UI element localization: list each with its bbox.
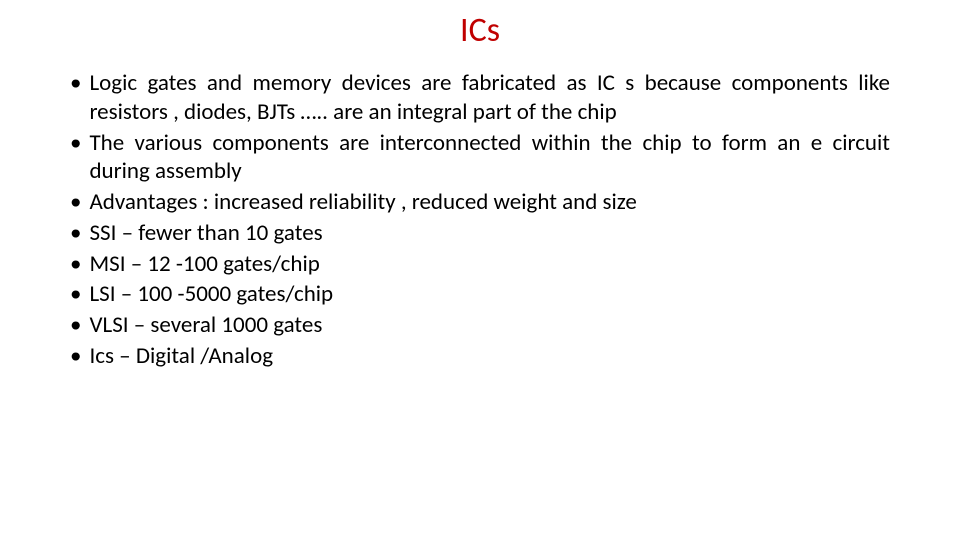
- bullet-marker: •: [70, 129, 81, 158]
- bullet-text: The various components are interconnecte…: [89, 129, 890, 187]
- bullet-marker: •: [70, 188, 81, 217]
- bullet-item: • Ics – Digital /Analog: [70, 342, 890, 371]
- bullet-item: • Advantages : increased reliability , r…: [70, 188, 890, 217]
- bullet-marker: •: [70, 311, 81, 340]
- bullet-marker: •: [70, 342, 81, 371]
- bullet-item: • SSI – fewer than 10 gates: [70, 219, 890, 248]
- slide-content: • Logic gates and memory devices are fab…: [70, 69, 890, 371]
- bullet-text: Advantages : increased reliability , red…: [89, 188, 890, 217]
- bullet-item: • VLSI – several 1000 gates: [70, 311, 890, 340]
- bullet-marker: •: [70, 280, 81, 309]
- bullet-marker: •: [70, 250, 81, 279]
- bullet-item: • LSI – 100 -5000 gates/chip: [70, 280, 890, 309]
- bullet-item: • The various components are interconnec…: [70, 129, 890, 187]
- bullet-text: Ics – Digital /Analog: [89, 342, 890, 371]
- bullet-item: • Logic gates and memory devices are fab…: [70, 69, 890, 127]
- bullet-marker: •: [70, 219, 81, 248]
- slide-title: ICs: [70, 10, 890, 51]
- bullet-text: VLSI – several 1000 gates: [89, 311, 890, 340]
- bullet-marker: •: [70, 69, 81, 98]
- bullet-item: • MSI – 12 -100 gates/chip: [70, 250, 890, 279]
- bullet-text: LSI – 100 -5000 gates/chip: [89, 280, 890, 309]
- bullet-text: MSI – 12 -100 gates/chip: [89, 250, 890, 279]
- slide-container: ICs • Logic gates and memory devices are…: [0, 0, 960, 540]
- bullet-text: SSI – fewer than 10 gates: [89, 219, 890, 248]
- bullet-text: Logic gates and memory devices are fabri…: [89, 69, 890, 127]
